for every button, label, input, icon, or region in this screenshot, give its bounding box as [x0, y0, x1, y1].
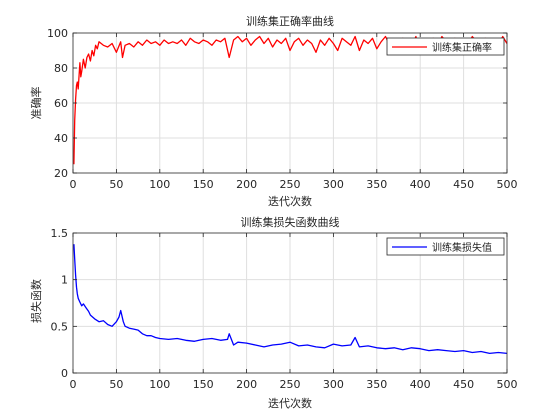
loss-x-tick-label: 100: [149, 378, 170, 391]
loss-y-tick-label: 0.5: [51, 320, 69, 333]
loss-legend-label: 训练集损失值: [432, 241, 492, 254]
accuracy-x-tick-label: 500: [497, 178, 518, 191]
accuracy-x-tick-label: 400: [410, 178, 431, 191]
chart-accuracy: 训练集正确率曲线 0 50 100 150 200 250 300 350 400 450 500 2…: [29, 14, 518, 208]
loss-x-tick-label: 400: [410, 378, 431, 391]
accuracy-y-tick-label: 60: [54, 97, 68, 110]
accuracy-legend-label: 训练集正确率: [432, 41, 492, 54]
loss-y-tick-label: 0: [61, 367, 68, 380]
chart-loss-title: 训练集损失函数曲线: [241, 215, 340, 229]
loss-y-tick-label: 1.5: [51, 227, 69, 240]
loss-x-tick-label: 150: [193, 378, 214, 391]
chart-loss-ylabel: 损失函数: [29, 279, 43, 323]
accuracy-y-tick-label: 80: [54, 62, 68, 75]
accuracy-y-tick-label: 100: [47, 27, 68, 40]
loss-legend-box: [386, 237, 505, 256]
chart-accuracy-xlabel: 迭代次数: [268, 194, 312, 208]
chart-loss-xlabel: 迭代次数: [268, 396, 312, 410]
chart-loss: 训练集损失函数曲线 0 50 100 150 200 250 300 350 400 450 500…: [29, 215, 518, 410]
chart-accuracy-plot: 0 50 100 150 200 250 300 350 400 450 500 20 40 60 80 10…: [47, 27, 518, 191]
loss-series-line: [73, 244, 508, 355]
chart-loss-plot: 0 50 100 150 200 250 300 350 400 450 500 0 0.5 1 1.5 训练…: [51, 227, 518, 391]
accuracy-y-tick-label: 40: [54, 132, 68, 145]
accuracy-legend: 训练集正确率: [386, 37, 505, 56]
loss-y-tick-label: 1: [61, 274, 68, 287]
loss-x-tick-label: 450: [453, 378, 474, 391]
accuracy-x-tick-label: 200: [236, 178, 257, 191]
accuracy-x-tick-label: 250: [280, 178, 301, 191]
chart-accuracy-ylabel: 准确率: [29, 87, 43, 120]
loss-legend: 训练集损失值: [386, 237, 505, 256]
loss-x-tick-label: 350: [366, 378, 387, 391]
loss-x-tick-label: 250: [280, 378, 301, 391]
accuracy-x-tick-label: 450: [453, 178, 474, 191]
accuracy-y-tick-label: 20: [54, 167, 68, 180]
accuracy-x-tick-label: 150: [193, 178, 214, 191]
accuracy-x-tick-label: 50: [109, 178, 123, 191]
loss-x-tick-label: 500: [497, 378, 518, 391]
accuracy-legend-box: [386, 37, 505, 56]
accuracy-x-tick-label: 0: [70, 178, 77, 191]
accuracy-x-tick-label: 300: [323, 178, 344, 191]
loss-x-tick-label: 0: [70, 378, 77, 391]
chart-accuracy-title: 训练集正确率曲线: [246, 14, 334, 28]
loss-x-tick-label: 300: [323, 378, 344, 391]
loss-x-tick-label: 200: [236, 378, 257, 391]
loss-x-tick-label: 50: [109, 378, 123, 391]
accuracy-x-tick-label: 100: [149, 178, 170, 191]
accuracy-x-tick-label: 350: [366, 178, 387, 191]
